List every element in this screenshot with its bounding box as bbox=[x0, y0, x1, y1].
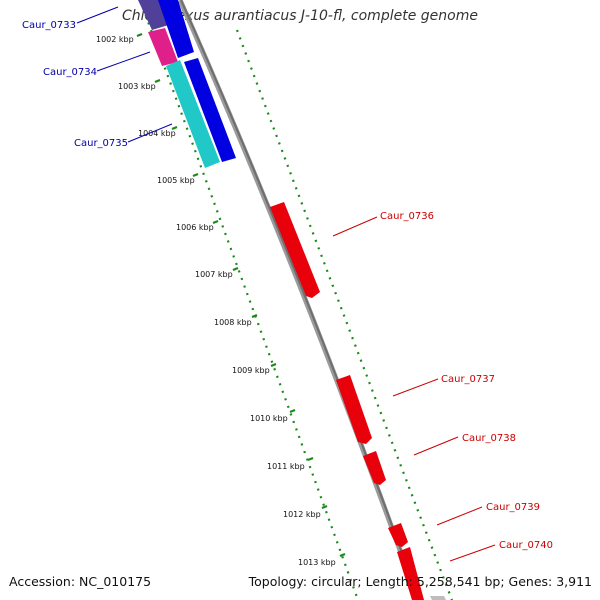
scale-label: 1009 kbp bbox=[232, 366, 270, 375]
gene-caur-0739[interactable] bbox=[388, 523, 408, 547]
scale-tick bbox=[251, 313, 258, 319]
genome-backbone bbox=[177, 0, 421, 600]
scale-label: 1006 kbp bbox=[176, 223, 214, 232]
scale-tick bbox=[321, 504, 328, 510]
scale-tick bbox=[171, 125, 178, 131]
scale-tick bbox=[232, 266, 239, 272]
accession-text: Accession: NC_010175 bbox=[9, 574, 152, 589]
scale-label: 1003 kbp bbox=[118, 82, 156, 91]
scale-label: 1012 kbp bbox=[283, 510, 321, 519]
gene-caur-0734[interactable] bbox=[148, 28, 178, 66]
gene-end-gray bbox=[430, 596, 446, 600]
gene-caur-0735[interactable] bbox=[166, 60, 220, 168]
label-caur-0735[interactable]: Caur_0735 bbox=[74, 138, 128, 149]
scale-tick bbox=[154, 78, 161, 84]
forward-strand-genes bbox=[270, 202, 446, 600]
scale-tick bbox=[307, 456, 314, 462]
gene-caur-0737[interactable] bbox=[336, 375, 372, 444]
gene-caur-0735-blue[interactable] bbox=[184, 58, 236, 162]
gene-caur-0740[interactable] bbox=[397, 547, 424, 600]
reverse-strand-genes bbox=[138, 0, 236, 168]
gene-caur-0736[interactable] bbox=[270, 202, 320, 298]
scale-tick bbox=[339, 552, 346, 558]
scale-label: 1008 kbp bbox=[214, 318, 252, 327]
scale-ruler: 1002 kbp 1003 kbp 1004 kbp 1005 kbp 1006 kbp… bbox=[96, 32, 346, 567]
scale-tick bbox=[136, 32, 143, 38]
scale-label: 1013 kbp bbox=[298, 558, 336, 567]
label-caur-0738[interactable]: Caur_0738 bbox=[462, 433, 516, 444]
label-caur-0740[interactable]: Caur_0740 bbox=[499, 540, 553, 551]
label-caur-0734[interactable]: Caur_0734 bbox=[43, 67, 97, 78]
scale-tick bbox=[192, 172, 199, 178]
scale-label: 1010 kbp bbox=[250, 414, 288, 423]
genome-summary-text: Topology: circular; Length: 5,258,541 bp… bbox=[248, 574, 592, 589]
scale-tick bbox=[289, 408, 296, 414]
scale-label: 1002 kbp bbox=[96, 35, 134, 44]
scale-tick bbox=[270, 362, 277, 368]
scale-label: 1007 kbp bbox=[195, 270, 233, 279]
scale-label: 1005 kbp bbox=[157, 176, 195, 185]
scale-tick bbox=[212, 219, 219, 225]
scale-label: 1011 kbp bbox=[267, 462, 305, 471]
map-title: Chloroflexus aurantiacus J-10-fl, comple… bbox=[122, 8, 478, 24]
label-caur-0736[interactable]: Caur_0736 bbox=[380, 211, 434, 222]
label-caur-0739[interactable]: Caur_0739 bbox=[486, 502, 540, 513]
gene-labels: Caur_0733 Caur_0734 Caur_0735 Caur_0736 … bbox=[22, 6, 553, 562]
scale-label: 1004 kbp bbox=[138, 129, 176, 138]
label-caur-0737[interactable]: Caur_0737 bbox=[441, 374, 495, 385]
gene-caur-0733-blue[interactable] bbox=[158, 0, 194, 58]
inner-tick-ring bbox=[138, 0, 360, 600]
outer-tick-ring bbox=[235, 29, 454, 600]
label-caur-0733[interactable]: Caur_0733 bbox=[22, 20, 76, 31]
gene-caur-0738[interactable] bbox=[363, 451, 386, 485]
